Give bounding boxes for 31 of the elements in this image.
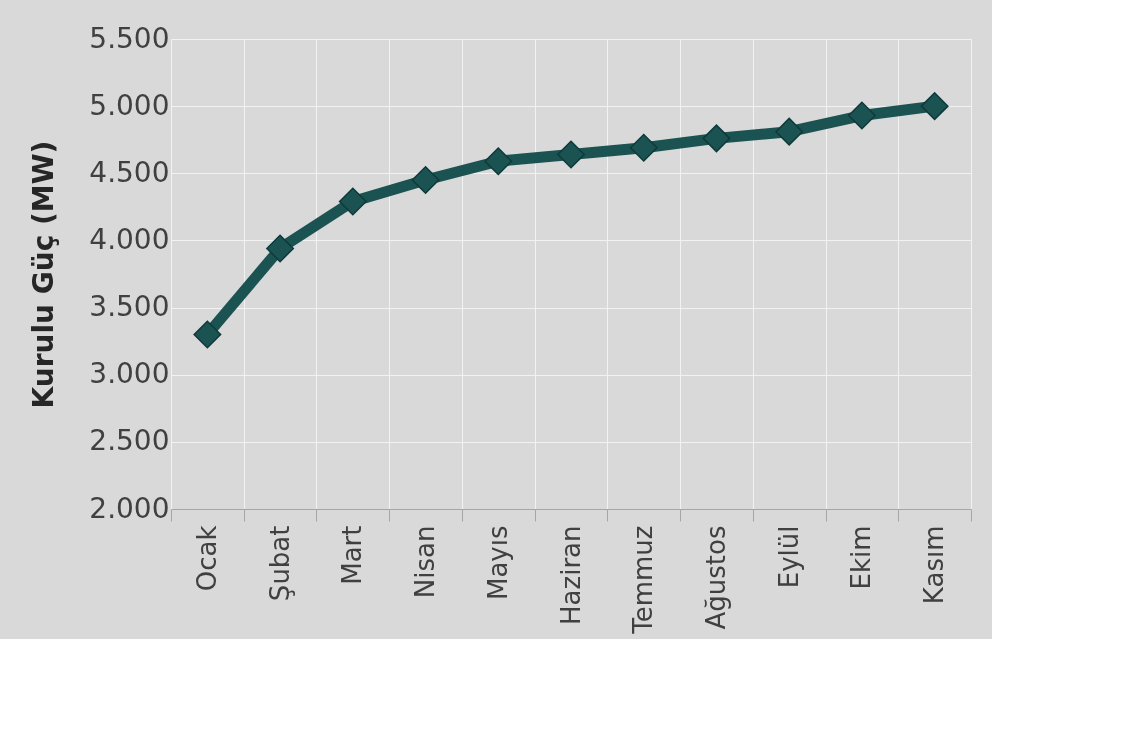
- point: [193, 320, 222, 349]
- point: [411, 166, 440, 194]
- point: [920, 92, 949, 121]
- point: [629, 133, 658, 162]
- x-tick-label: Ocak: [191, 525, 222, 592]
- y-tick-label: 2.000: [89, 491, 170, 525]
- x-tick-label: Haziran: [555, 525, 586, 625]
- point: [266, 234, 295, 263]
- x-tick-label: Ekim: [846, 525, 877, 590]
- point: [702, 124, 731, 153]
- x-tick-label: Mart: [337, 525, 368, 585]
- point: [338, 187, 367, 216]
- y-tick-label: 5.500: [89, 21, 170, 55]
- y-tick-label: 4.000: [89, 222, 170, 256]
- point: [484, 147, 513, 176]
- x-tick-label: Şubat: [264, 525, 295, 602]
- y-tick-label: 2.500: [89, 424, 170, 458]
- x-tick-label: Ağustos: [700, 525, 731, 630]
- y-tick-label: 4.500: [89, 155, 170, 189]
- y-tick-label: 3.000: [89, 357, 170, 391]
- y-tick-label: 3.500: [89, 290, 170, 324]
- x-tick-label: Eylül: [773, 525, 804, 589]
- point: [775, 117, 804, 146]
- x-tick-label: Mayıs: [482, 525, 513, 601]
- point: [847, 101, 876, 130]
- y-tick-label: 5.000: [89, 88, 170, 122]
- x-tick-label: Kasım: [919, 525, 950, 605]
- x-tick-label: Nisan: [410, 525, 441, 599]
- x-tick-label: Temmuz: [628, 525, 659, 635]
- point: [557, 140, 585, 169]
- y-axis-title: Kurulu Güç (MW): [27, 140, 61, 409]
